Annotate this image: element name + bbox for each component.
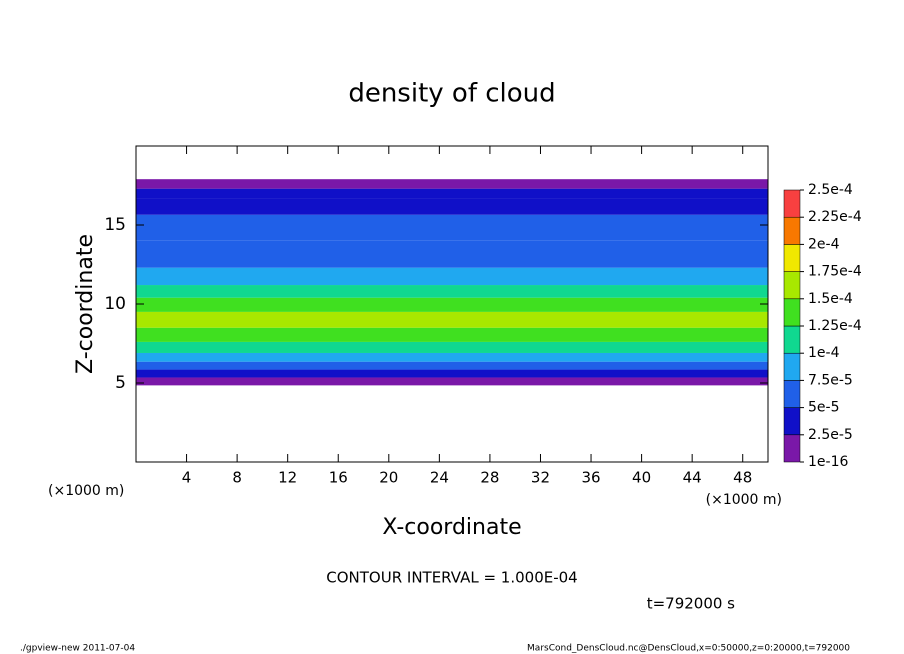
time-note: t=792000 s — [647, 595, 735, 613]
x-unit: (×1000 m) — [706, 492, 782, 508]
colorbar-label: 2e-4 — [808, 236, 840, 252]
x-tick-label: 4 — [182, 469, 192, 487]
colorbar-label: 1.5e-4 — [808, 291, 853, 307]
colorbar-box — [783, 407, 801, 436]
x-tick-label: 24 — [430, 469, 449, 487]
density-band — [136, 369, 768, 378]
density-band — [136, 198, 768, 215]
density-band — [136, 267, 768, 286]
colorbar-label: 5e-5 — [808, 400, 839, 416]
y-axis-label: Z-coordinate — [73, 234, 98, 374]
x-tick-label: 40 — [632, 469, 651, 487]
x-tick-label: 12 — [278, 469, 297, 487]
density-band — [136, 214, 768, 241]
x-unit: (×1000 m) — [48, 483, 124, 499]
y-tick-label: 15 — [104, 215, 126, 235]
chart-title: density of cloud — [348, 79, 555, 109]
colorbar-label: 1.75e-4 — [808, 264, 862, 280]
colorbar-box — [783, 380, 801, 408]
density-band — [136, 311, 768, 328]
footer: ./gpview-new 2011-07-04 — [20, 644, 135, 654]
x-axis-label: X-coordinate — [382, 515, 521, 540]
y-tick-label: 10 — [104, 294, 126, 314]
colorbar-box — [783, 244, 801, 272]
density-band — [136, 361, 768, 370]
colorbar-box — [783, 352, 801, 381]
colorbar-box — [783, 434, 801, 463]
density-band — [136, 352, 768, 362]
density-band — [136, 327, 768, 342]
colorbar-label: 1e-16 — [808, 454, 848, 470]
x-tick-label: 16 — [329, 469, 348, 487]
colorbar-label: 2.5e-4 — [808, 182, 853, 198]
x-tick-label: 44 — [683, 469, 702, 487]
x-tick-label: 20 — [379, 469, 398, 487]
x-tick-label: 28 — [480, 469, 499, 487]
footer: MarsCond_DensCloud.nc@DensCloud,x=0:5000… — [527, 644, 850, 654]
colorbar-label: 2.25e-4 — [808, 209, 862, 225]
contour-note: CONTOUR INTERVAL = 1.000E-04 — [326, 569, 577, 587]
colorbar-box — [783, 298, 801, 327]
colorbar-label: 7.5e-5 — [808, 372, 853, 388]
x-tick-label: 48 — [733, 469, 752, 487]
density-band — [136, 341, 768, 353]
density-band — [136, 240, 768, 268]
density-band — [136, 179, 768, 189]
colorbar-box — [783, 189, 801, 218]
density-band — [136, 285, 768, 298]
x-tick-label: 36 — [581, 469, 600, 487]
x-tick-label: 32 — [531, 469, 550, 487]
density-band — [136, 297, 768, 312]
y-tick-label: 5 — [115, 373, 126, 393]
colorbar-label: 2.5e-5 — [808, 427, 853, 443]
colorbar-box — [783, 325, 801, 354]
colorbar-box — [783, 271, 801, 300]
density-band — [136, 377, 768, 386]
colorbar-box — [783, 216, 801, 245]
density-band — [136, 188, 768, 199]
colorbar-label: 1e-4 — [808, 345, 840, 361]
x-tick-label: 8 — [232, 469, 242, 487]
colorbar-label: 1.25e-4 — [808, 318, 862, 334]
